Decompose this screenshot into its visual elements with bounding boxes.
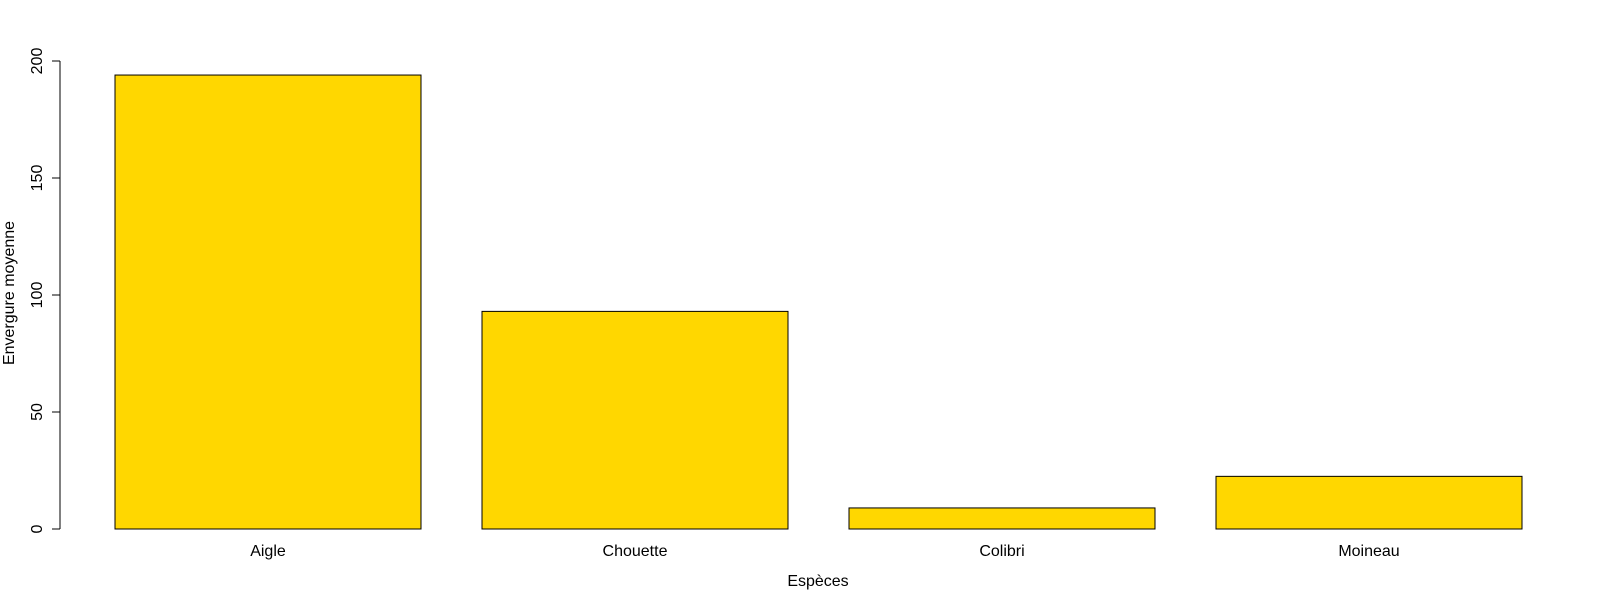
- x-tick-label: Chouette: [603, 543, 668, 560]
- y-tick-label: 50: [29, 403, 46, 421]
- y-axis-title: Envergure moyenne: [1, 221, 18, 365]
- x-tick-label: Moineau: [1338, 543, 1399, 560]
- bar-moineau: [1215, 475, 1523, 530]
- y-axis: 0 50 100 150 200: [29, 48, 61, 533]
- y-tick-label: 200: [29, 48, 46, 75]
- x-axis-title: Espèces: [787, 573, 848, 590]
- bars: [114, 74, 1523, 530]
- y-tick-label: 100: [29, 282, 46, 309]
- y-tick-label: 150: [29, 165, 46, 192]
- x-tick-label: Colibri: [979, 543, 1024, 560]
- bar-aigle: [114, 74, 422, 530]
- x-axis-labels: Aigle Chouette Colibri Moineau: [250, 543, 1399, 560]
- bar-colibri: [848, 507, 1156, 530]
- x-tick-label: Aigle: [250, 543, 286, 560]
- bar-chouette: [481, 310, 789, 530]
- y-tick-label: 0: [29, 524, 46, 533]
